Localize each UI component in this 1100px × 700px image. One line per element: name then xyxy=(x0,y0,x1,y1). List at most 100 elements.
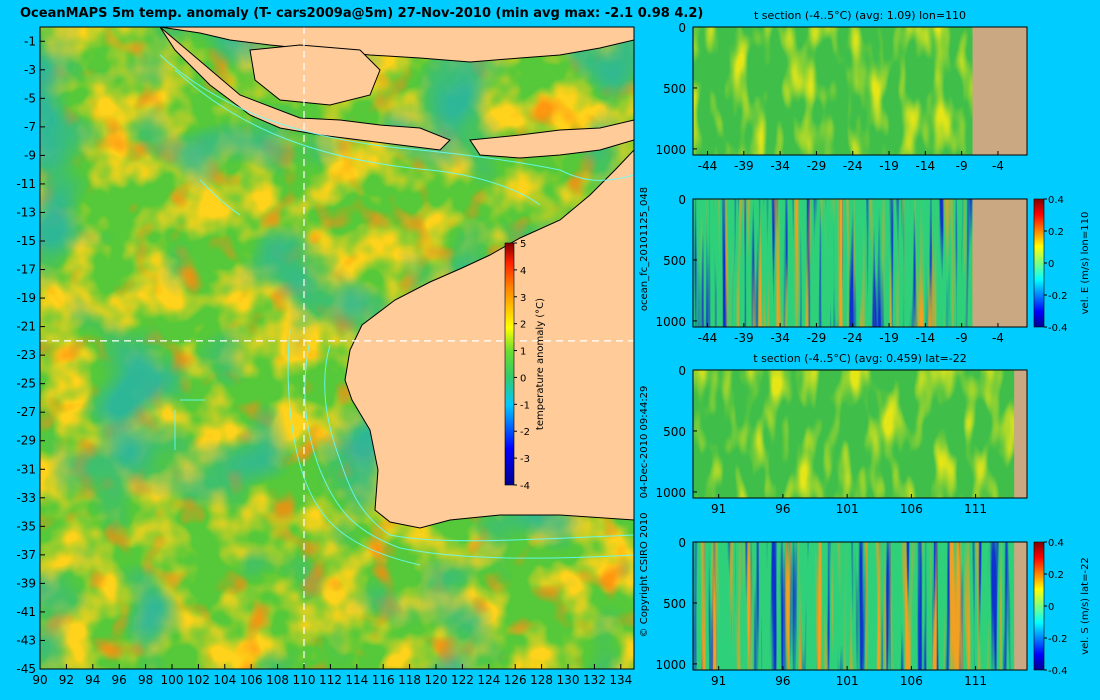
section-x-tick-label: -34 xyxy=(770,159,790,173)
section-colorbar-tick-label: 0.2 xyxy=(1048,570,1064,581)
section-x-tick-label: -24 xyxy=(843,331,863,345)
map-x-tick-label: 102 xyxy=(187,673,210,687)
section-frame xyxy=(692,541,1028,671)
map-colorbar-tick-label: 4 xyxy=(520,266,526,277)
map-x-tick-label: 112 xyxy=(319,673,342,687)
section-frame xyxy=(692,369,1028,499)
section-x-tick-label: -39 xyxy=(734,159,754,173)
map-x-tick-label: 114 xyxy=(345,673,368,687)
section-colorbar-ramp xyxy=(1033,198,1045,328)
map-y-tick-label: -19 xyxy=(16,291,36,305)
section-x-tick-label: -4 xyxy=(992,331,1004,345)
map-x-tick-label: 100 xyxy=(161,673,184,687)
copyright-label: © Copyright CSIRO 2010 xyxy=(639,513,650,638)
map-y-tick-label: -33 xyxy=(16,491,36,505)
map-y-tick-label: -21 xyxy=(16,320,36,334)
map-land-asia xyxy=(159,26,635,63)
map-y-tick-label: -13 xyxy=(16,205,36,219)
map-x-tick-label: 134 xyxy=(609,673,632,687)
section-land xyxy=(1014,542,1027,670)
map-x-tick-label: 116 xyxy=(372,673,395,687)
map-land-australia xyxy=(344,148,635,529)
section-x-tick-label: -44 xyxy=(698,159,718,173)
section-x-tick-label: -29 xyxy=(807,159,827,173)
section-panel-2: -44 -39 -34 -29 -24 -19 -14 -9 -4 0 500 1000 0.4 0.2 0… xyxy=(655,193,1091,345)
map-y-tick-label: -29 xyxy=(16,434,36,448)
timestamp-label: 04-Dec-2010 09:44:29 xyxy=(639,386,650,499)
map-y-ticks: -1 -3 -5 -7 -9 -11 -13 -15 -17 -19 -21 -23 -25 -27 -29… xyxy=(16,34,45,676)
map-x-tick-label: 124 xyxy=(477,673,500,687)
section-x-tick-label: -14 xyxy=(916,159,936,173)
run-id-label: ocean_fc_20101125_048 xyxy=(639,187,650,311)
section-pos-stripes xyxy=(693,542,1027,670)
map-x-tick-label: 104 xyxy=(213,673,236,687)
section-x-tick-label: -19 xyxy=(879,331,899,345)
section-colorbar-tick-label: 0 xyxy=(1048,602,1054,613)
section-y-tick-label: 500 xyxy=(663,82,686,96)
section-x-tick-label: 111 xyxy=(964,502,987,516)
section-colorbar-label: vel. S (m/s) lat=-22 xyxy=(1080,557,1091,655)
map-colorbar-tick-label: 2 xyxy=(520,320,526,331)
section-y-tick-label: 0 xyxy=(678,364,686,378)
section-x-tick-label: -24 xyxy=(843,159,863,173)
section-warm-noise xyxy=(693,27,1027,155)
section-x-tick-label: 91 xyxy=(711,674,726,688)
map-y-tick-label: -15 xyxy=(16,234,36,248)
map-colorbar-label: temperature anomaly (°C) xyxy=(535,298,546,430)
section-x-tick-label: -9 xyxy=(956,331,968,345)
map-y-tick-label: -17 xyxy=(16,263,36,277)
section-x-tick-label: 106 xyxy=(900,502,923,516)
map-x-tick-label: 122 xyxy=(451,673,474,687)
map-colorbar-tick-label: -3 xyxy=(520,454,530,465)
section-y-tick-label: 0 xyxy=(678,21,686,35)
section-x-tick-label: -9 xyxy=(956,159,968,173)
map-frame xyxy=(39,26,635,670)
section-land xyxy=(972,199,1027,327)
section-land xyxy=(1014,370,1027,498)
map-y-tick-label: -5 xyxy=(24,91,36,105)
section-colorbar-tick-label: 0 xyxy=(1048,259,1054,270)
map-y-tick-label: -27 xyxy=(16,405,36,419)
map-colorbar-tick-label: 3 xyxy=(520,293,526,304)
section-panel-3: t section (-4..5°C) (avg: 0.459) lat=-22… xyxy=(655,352,1028,516)
map-y-tick-label: -7 xyxy=(24,120,36,134)
section-frame xyxy=(692,198,1028,328)
section-title: t section (-4..5°C) (avg: 1.09) lon=110 xyxy=(754,9,966,22)
section-x-tick-label: 96 xyxy=(775,674,790,688)
map-x-tick-label: 120 xyxy=(425,673,448,687)
section-x-tick-label: -44 xyxy=(698,331,718,345)
map-colorbar-ticks: 5 4 3 2 1 0 -1 -2 -3 -4 xyxy=(514,239,530,492)
map-y-tick-label: -11 xyxy=(16,177,36,191)
section-panel-4: 91 96 101 106 111 0 500 1000 0.4 0.2 0 -0.2 -0.4 vel.… xyxy=(655,536,1091,688)
section-pos-stripes xyxy=(693,199,1027,327)
map-land-borneo xyxy=(249,44,381,106)
section-y-tick-label: 500 xyxy=(663,254,686,268)
section-colorbar-label: vel. E (m/s) lon=110 xyxy=(1080,212,1091,315)
section-x-tick-label: 101 xyxy=(836,674,859,688)
section-x-tick-label: -29 xyxy=(807,331,827,345)
section-y-tick-label: 500 xyxy=(663,597,686,611)
map-y-tick-label: -31 xyxy=(16,462,36,476)
map-colorbar: 5 4 3 2 1 0 -1 -2 -3 -4 temperature anomaly (°C) xyxy=(504,239,546,492)
map-y-tick-label: -9 xyxy=(24,148,36,162)
map-x-tick-label: 126 xyxy=(504,673,527,687)
map-y-tick-label: -45 xyxy=(16,662,36,676)
map-colorbar-tick-label: -4 xyxy=(520,481,530,492)
map-y-tick-label: -43 xyxy=(16,633,36,647)
section-title: t section (-4..5°C) (avg: 0.459) lat=-22 xyxy=(753,352,966,365)
section-x-tick-label: -4 xyxy=(992,159,1004,173)
section-panels: t section (-4..5°C) (avg: 1.09) lon=110 -… xyxy=(655,9,1091,688)
map-colorbar-tick-label: 0 xyxy=(520,373,526,384)
section-x-tick-label: 101 xyxy=(836,502,859,516)
section-frame xyxy=(692,26,1028,156)
section-x-tick-label: -34 xyxy=(770,331,790,345)
section-x-tick-label: 111 xyxy=(964,674,987,688)
section-colorbar-tick-label: 0.4 xyxy=(1048,538,1064,549)
map-colorbar-tick-label: 5 xyxy=(520,239,526,250)
map-x-tick-label: 90 xyxy=(32,673,47,687)
section-x-tick-label: 96 xyxy=(775,502,790,516)
map-x-ticks: 90 92 94 96 98 100 102 104 106 108 110 112 114 116 118… xyxy=(32,664,632,687)
map-y-tick-label: -35 xyxy=(16,519,36,533)
map-x-tick-label: 106 xyxy=(240,673,263,687)
